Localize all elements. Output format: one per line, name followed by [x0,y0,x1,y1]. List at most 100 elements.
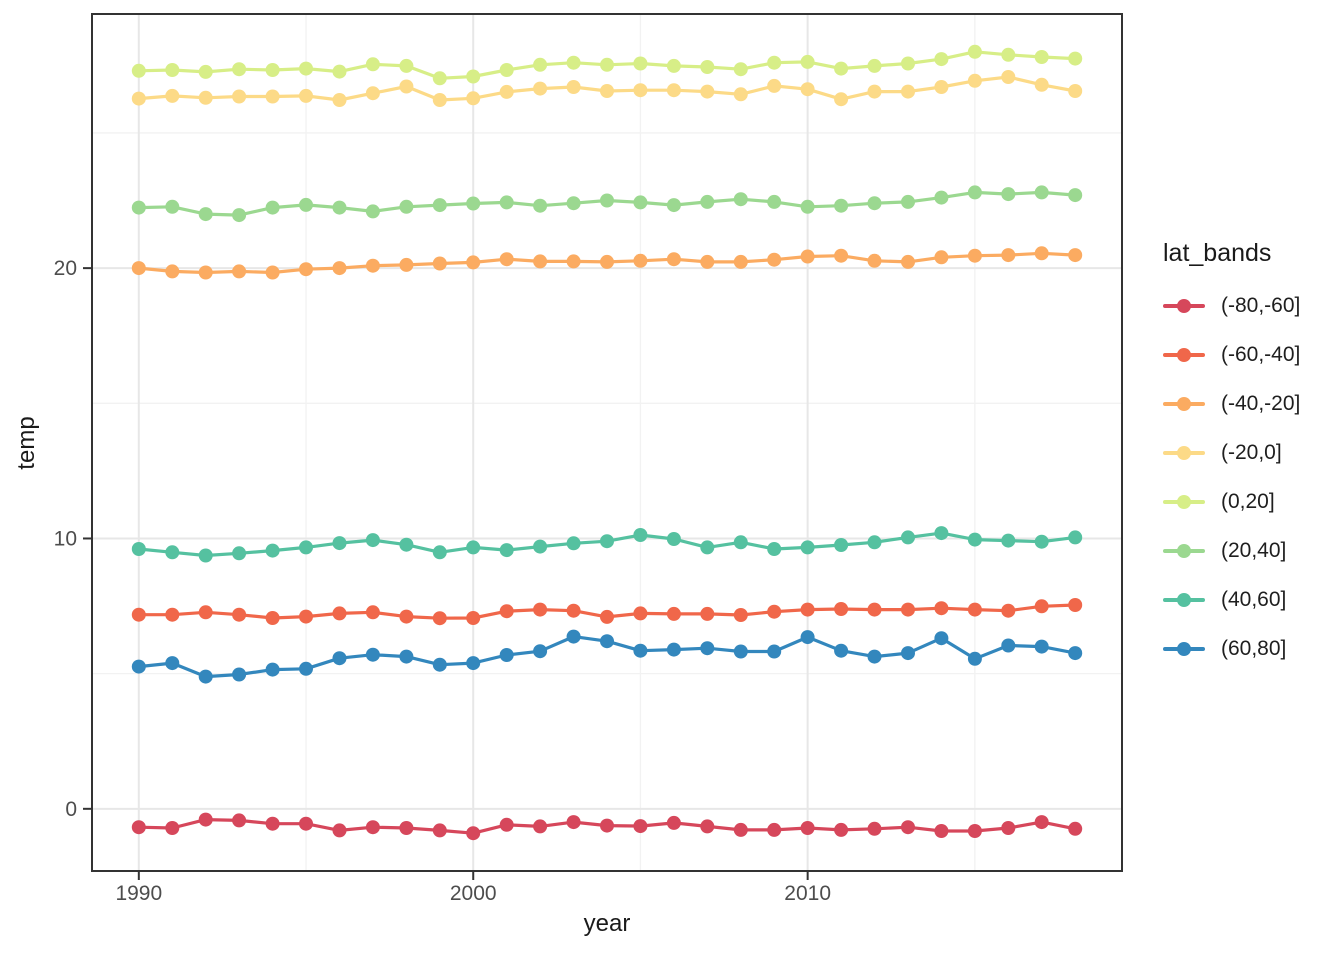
data-point [633,528,648,542]
legend-item: (-80,-60] [1163,281,1300,330]
data-point [600,57,614,72]
legend-dot-icon [1177,592,1191,607]
data-point [867,58,882,73]
data-point [600,84,614,98]
data-point [265,265,280,280]
data-point [131,607,146,622]
data-point [566,80,581,94]
minor-gridlines [92,14,1122,871]
data-point [131,261,146,276]
data-point [533,644,548,659]
data-point [700,540,715,555]
data-point [633,643,648,658]
data-point [198,812,213,827]
data-point [1034,246,1049,261]
data-point [733,644,748,659]
data-point [867,821,882,836]
legend-key-icon [1163,347,1205,363]
data-point [934,631,949,646]
data-point [332,200,347,215]
data-point [767,194,782,209]
data-point [633,819,648,834]
data-point [432,657,447,672]
legend-label: (-20,0] [1221,440,1282,464]
data-point [867,84,882,99]
data-point [666,58,681,73]
data-point [566,536,581,551]
data-point [1001,603,1016,618]
data-point [232,813,247,828]
data-point [232,62,247,77]
data-point [198,605,213,620]
data-point [265,662,280,677]
series-(-80,-60] [131,812,1083,841]
data-point [566,55,581,70]
data-point [265,543,280,558]
data-point [967,185,982,200]
series-(0,20] [131,44,1083,86]
data-point [1068,248,1083,263]
legend-label: (-80,-60] [1221,293,1301,317]
data-point [700,60,715,74]
legend-dot-icon [1177,445,1191,460]
data-point [499,195,514,210]
data-point [399,79,414,94]
data-point [767,55,782,70]
data-point [901,820,915,835]
data-point [733,608,748,622]
data-point [432,545,447,560]
data-point [1001,187,1016,202]
data-point [666,198,681,213]
x-tick-label: 2000 [450,882,497,905]
data-point [666,532,681,546]
data-point [399,649,414,664]
legend-dot-icon [1177,396,1191,411]
data-point [299,540,313,555]
data-point [432,256,447,271]
data-point [198,548,213,563]
data-point [600,193,614,208]
legend-label: (-40,-20] [1221,391,1301,415]
legend-item: (20,40] [1163,526,1300,575]
legend-label: (20,40] [1221,538,1287,562]
data-point [666,642,681,657]
data-point [934,526,949,541]
data-point [834,248,849,263]
data-point [265,816,280,831]
data-point [800,602,815,617]
data-point [131,659,146,674]
data-point [867,649,882,664]
data-point [466,255,481,270]
data-point [198,265,213,280]
legend-key-icon [1163,641,1205,657]
data-point [399,199,414,214]
data-point [365,605,380,620]
data-point [399,257,414,272]
data-point [934,190,949,205]
data-point [666,606,681,621]
data-point [232,264,247,279]
legend-item: (-60,-40] [1163,330,1300,379]
legend-label: (-60,-40] [1221,342,1301,366]
data-point [566,815,581,830]
data-point [265,611,280,625]
data-point [834,643,849,658]
data-point [666,83,681,98]
data-point [232,208,247,223]
data-point [600,534,614,549]
data-point [834,198,849,213]
data-point [1068,51,1083,66]
data-point [1068,598,1083,612]
data-point [365,533,380,548]
data-point [700,606,715,621]
data-point [967,602,982,617]
y-axis-title: temp [13,416,40,470]
data-point [800,821,815,835]
legend-item: (0,20] [1163,477,1300,526]
data-point [700,254,715,269]
data-point [533,819,548,834]
legend-item: (-20,0] [1163,428,1300,477]
data-point [1034,815,1049,830]
data-point [533,539,548,554]
data-point [299,262,313,277]
